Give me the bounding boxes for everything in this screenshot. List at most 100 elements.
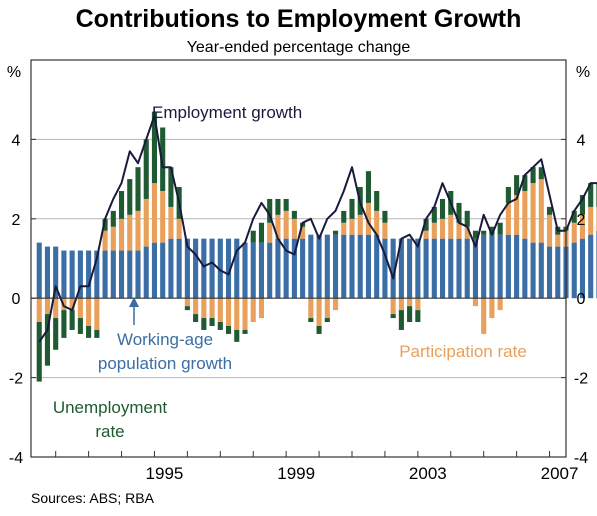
bar-unemployment-44 (398, 310, 404, 330)
bar-participation-39 (357, 214, 363, 235)
employment-growth-line (38, 114, 597, 343)
bar-unemployment-51 (456, 202, 462, 223)
bar-participation-10 (118, 218, 125, 251)
bar-working-age-0 (36, 242, 42, 299)
bar-participation-38 (349, 218, 355, 235)
bar-unemployment-20 (201, 318, 207, 330)
bar-working-age-4 (69, 250, 75, 299)
bar-participation-6 (86, 298, 92, 326)
bar-working-age-57 (505, 234, 511, 299)
bar-working-age-41 (374, 234, 380, 299)
bar-unemployment-15 (160, 127, 166, 192)
bar-participation-59 (522, 191, 528, 239)
bar-participation-37 (341, 222, 347, 235)
bar-participation-52 (464, 226, 470, 239)
bar-working-age-13 (143, 246, 149, 299)
bar-working-age-23 (225, 238, 232, 299)
bar-working-age-47 (423, 238, 429, 299)
bar-participation-19 (193, 298, 199, 315)
bar-participation-2 (53, 298, 59, 319)
bar-participation-26 (250, 298, 256, 323)
bar-participation-47 (423, 230, 429, 239)
bar-working-age-63 (555, 246, 561, 299)
bar-participation-30 (283, 210, 289, 239)
bar-working-age-16 (168, 238, 174, 299)
y-tick-left-4: 4 (12, 132, 21, 149)
working-age-arrow-head (129, 297, 139, 307)
bar-working-age-27 (258, 242, 265, 299)
bar-working-age-59 (522, 238, 528, 299)
bar-working-age-15 (160, 242, 166, 299)
bar-working-age-60 (530, 242, 536, 299)
bar-participation-7 (94, 298, 100, 330)
bars-group (36, 111, 597, 382)
bar-participation-20 (201, 298, 207, 319)
bar-working-age-66 (579, 238, 586, 299)
bar-working-age-39 (357, 234, 363, 299)
bar-unemployment-58 (514, 175, 520, 195)
bar-unemployment-54 (481, 230, 487, 235)
bar-participation-51 (456, 222, 462, 239)
y-tick-right--4: -4 (574, 450, 588, 467)
bar-unemployment-66 (579, 194, 586, 215)
bar-participation-1 (44, 298, 51, 315)
bar-unemployment-13 (143, 139, 149, 199)
bar-participation-55 (489, 298, 495, 319)
bar-participation-0 (36, 298, 42, 323)
bar-participation-16 (168, 206, 174, 239)
bar-working-age-33 (308, 234, 314, 299)
bar-participation-65 (571, 222, 577, 243)
plot-frame (30, 59, 567, 458)
bar-unemployment-12 (135, 167, 141, 211)
bar-unemployment-40 (365, 171, 372, 203)
bar-unemployment-53 (472, 230, 479, 239)
bar-working-age-53 (472, 238, 479, 299)
x-tick-2003: 2003 (409, 464, 447, 483)
bar-unemployment-4 (69, 310, 75, 330)
bar-participation-57 (505, 202, 511, 235)
bar-working-age-21 (209, 238, 215, 299)
bar-unemployment-34 (316, 325, 322, 334)
bar-participation-14 (151, 183, 158, 243)
bar-unemployment-36 (332, 230, 339, 235)
bar-working-age-26 (250, 242, 256, 299)
chart-subtitle: Year-ended percentage change (187, 39, 411, 56)
bar-unemployment-9 (110, 210, 116, 227)
employment-line-group (38, 114, 597, 343)
bar-unemployment-48 (431, 206, 437, 223)
bar-working-age-56 (497, 234, 503, 299)
bar-working-age-55 (489, 234, 495, 299)
bar-working-age-10 (118, 250, 125, 299)
bar-working-age-22 (217, 238, 223, 299)
bar-unemployment-65 (571, 210, 577, 223)
bar-unemployment-47 (423, 218, 429, 231)
bar-unemployment-46 (415, 310, 421, 323)
bar-unemployment-62 (546, 206, 553, 215)
bar-unemployment-2 (53, 318, 59, 350)
bar-unemployment-29 (275, 198, 281, 215)
bar-working-age-25 (242, 242, 248, 299)
bar-working-age-28 (267, 242, 273, 299)
y-tick-right-4: 4 (577, 132, 586, 149)
bar-participation-43 (390, 298, 396, 315)
bar-participation-36 (332, 298, 339, 311)
bar-participation-44 (398, 298, 404, 311)
bar-working-age-43 (390, 238, 396, 299)
y-tick-left-2: 2 (12, 212, 21, 229)
bar-working-age-50 (448, 238, 454, 299)
bar-participation-54 (481, 298, 487, 334)
bar-participation-12 (135, 210, 141, 251)
x-tick-2007: 2007 (541, 464, 579, 483)
bar-working-age-36 (332, 234, 339, 299)
bar-unemployment-5 (77, 318, 83, 334)
bar-unemployment-56 (497, 222, 503, 235)
bar-participation-8 (102, 230, 108, 251)
x-tick-1995: 1995 (146, 464, 184, 483)
bar-participation-15 (160, 191, 166, 243)
x-tick-1999: 1999 (277, 464, 315, 483)
bar-unemployment-59 (522, 175, 528, 192)
chart-title: Contributions to Employment Growth (76, 5, 522, 33)
bar-working-age-49 (439, 238, 446, 299)
